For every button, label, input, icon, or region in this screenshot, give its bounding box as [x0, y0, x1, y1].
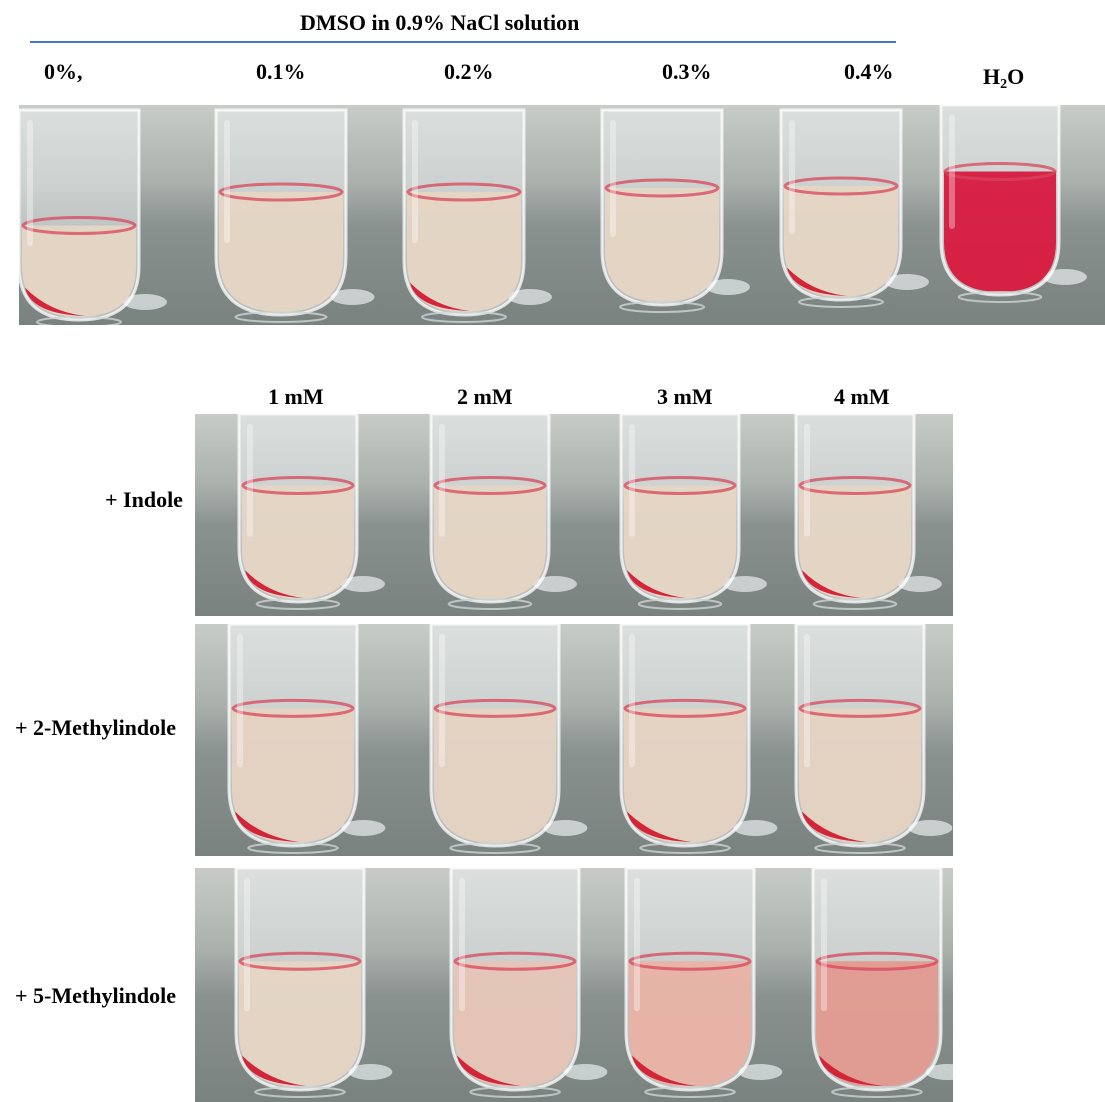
- title-underline: [30, 41, 896, 43]
- row-label-2-methylindole: + 2-Methylindole: [15, 715, 177, 740]
- tube-2-methyl-2: [619, 624, 778, 854]
- label-2mm: 2 mM: [457, 384, 513, 409]
- label-0-4pct: 0.4%: [844, 59, 894, 84]
- tube-5-methyl-3: [811, 868, 953, 1098]
- photo-5-methylindole: [195, 868, 953, 1102]
- figure-title: DMSO in 0.9% NaCl solution: [300, 10, 580, 35]
- tube-photo-indole: [237, 414, 942, 610]
- row-label-5-methylindole: + 5-Methylindole: [15, 983, 177, 1008]
- tube-top-1: [214, 108, 375, 323]
- tube-top-4: [779, 108, 929, 308]
- tube-photo-5-methylindole: [234, 868, 953, 1098]
- photo-dmso-series: [19, 105, 1105, 325]
- label-3mm: 3 mM: [657, 384, 713, 409]
- label-0-3pct: 0.3%: [662, 59, 712, 84]
- photo-indole: [195, 414, 953, 616]
- tube-2-methyl-1: [429, 624, 588, 854]
- tube-top-0: [19, 108, 167, 325]
- tube-5-methyl-1: [449, 868, 608, 1098]
- tube-2-methyl-3: [794, 624, 953, 854]
- tube-indole-2: [619, 414, 767, 610]
- tube-photo-2-methylindole: [227, 624, 953, 854]
- tube-photo-top: [19, 105, 1087, 325]
- photo-2-methylindole: [195, 624, 953, 856]
- label-4mm: 4 mM: [834, 384, 890, 409]
- label-1mm: 1 mM: [268, 384, 324, 409]
- row-label-indole: + Indole: [105, 487, 183, 512]
- tube-top-5: [939, 105, 1087, 303]
- tube-indole-1: [429, 414, 577, 610]
- tube-5-methyl-2: [624, 868, 783, 1098]
- tube-indole-0: [237, 414, 385, 610]
- tube-indole-3: [794, 414, 942, 610]
- tube-2-methyl-0: [227, 624, 386, 854]
- tube-5-methyl-0: [234, 868, 393, 1098]
- label-0-1pct: 0.1%: [256, 59, 306, 84]
- tube-top-2: [402, 108, 552, 323]
- tube-top-3: [600, 108, 750, 313]
- label-0-2pct: 0.2%: [444, 59, 494, 84]
- label-0pct: 0%,: [44, 59, 83, 84]
- label-h2o: H2O: [983, 64, 1025, 92]
